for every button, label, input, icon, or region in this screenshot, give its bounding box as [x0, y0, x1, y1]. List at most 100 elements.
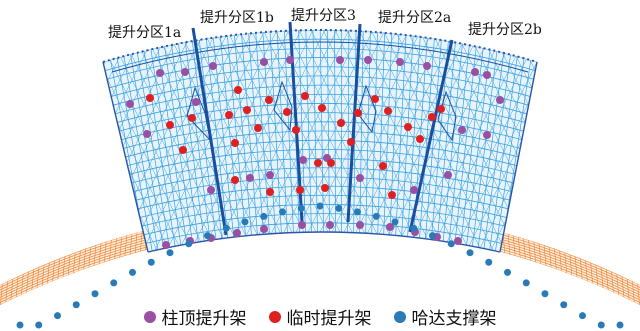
column-top-lift-marker [207, 186, 215, 194]
temporary-lift-marker [404, 123, 412, 131]
legend-label-harbour: 哈达支撑架 [411, 309, 497, 329]
column-top-lift-marker [299, 156, 307, 164]
harbour-support-marker [16, 321, 24, 329]
zone-label-1a: 提升分区1a [108, 25, 182, 41]
harbour-support-marker [110, 279, 118, 287]
zone-label-1b: 提升分区1b [200, 10, 274, 26]
temporary-lift-marker [292, 126, 300, 134]
column-top-lift-marker [396, 58, 404, 66]
harbour-support-marker [129, 268, 136, 276]
harbour-support-marker [429, 232, 436, 240]
harbour-support-marker [354, 208, 361, 216]
temporary-lift-marker [347, 138, 355, 146]
legend-dot-column_top [143, 310, 156, 323]
temporary-lift-marker [301, 92, 309, 100]
column-top-lift-marker [298, 221, 306, 229]
column-top-lift-marker [483, 71, 491, 79]
legend-dot-temporary [268, 310, 281, 323]
temporary-lift-marker [354, 109, 362, 117]
harbour-support-marker [504, 268, 511, 276]
legend-item-harbour: 哈达支撑架 [393, 304, 497, 329]
column-top-lift-marker [423, 62, 431, 70]
temporary-lift-marker [416, 135, 424, 143]
harbour-support-marker [166, 249, 174, 257]
temporary-lift-marker [384, 107, 392, 115]
column-top-lift-marker [356, 174, 364, 182]
column-top-lift-marker [286, 56, 294, 64]
temporary-lift-marker [231, 176, 239, 184]
harbour-support-marker [279, 208, 286, 216]
harbour-support-marker [522, 279, 530, 287]
temporary-lift-marker [437, 105, 445, 113]
harbour-support-marker [541, 290, 549, 298]
column-top-lift-marker [364, 56, 372, 64]
temporary-lift-marker [428, 113, 436, 121]
column-top-lift-marker [356, 221, 364, 229]
harbour-support-marker [560, 301, 568, 309]
temporary-lift-marker [231, 139, 239, 147]
column-top-lift-marker [410, 186, 418, 194]
temporary-lift-marker [327, 159, 335, 167]
temporary-lift-marker [265, 96, 273, 104]
harbour-support-marker [597, 321, 605, 329]
roof-grid-mesh [103, 30, 537, 252]
harbour-support-marker [485, 258, 493, 266]
column-top-lift-marker [143, 130, 151, 138]
legend-label-column_top: 柱顶提升架 [161, 309, 247, 329]
column-top-lift-marker [260, 225, 268, 233]
zone-label-2a: 提升分区2a [378, 10, 452, 26]
harbour-support-marker [316, 202, 324, 210]
zone-label-3: 提升分区3 [291, 8, 356, 24]
harbour-support-marker [260, 212, 268, 220]
temporary-lift-marker [188, 114, 196, 122]
column-top-lift-marker [336, 56, 344, 64]
harbour-support-marker [410, 224, 418, 232]
temporary-lift-marker [337, 119, 345, 127]
temporary-lift-marker [254, 124, 262, 132]
temporary-lift-marker [179, 146, 187, 154]
legend-item-column_top: 柱顶提升架 [143, 304, 247, 329]
column-top-lift-marker [483, 131, 491, 139]
temporary-lift-marker [234, 86, 242, 94]
zone-label-2b: 提升分区2b [468, 22, 542, 38]
column-top-lift-marker [181, 68, 189, 76]
temporary-lift-marker [296, 186, 304, 194]
harbour-support-marker [616, 321, 624, 329]
harbour-support-marker [335, 204, 343, 212]
column-top-lift-marker [386, 223, 394, 231]
temporary-lift-marker [371, 95, 379, 103]
temporary-lift-marker [146, 94, 154, 102]
column-top-lift-marker [162, 241, 170, 249]
column-top-lift-marker [266, 171, 274, 179]
temporary-lift-marker [379, 162, 387, 170]
column-top-lift-marker [471, 68, 479, 76]
harbour-support-marker [54, 312, 61, 320]
harbour-support-marker [391, 218, 399, 226]
temporary-lift-marker [321, 184, 329, 192]
zone-dividers [186, 21, 457, 236]
column-top-lift-marker [326, 221, 334, 229]
column-top-lift-marker [192, 98, 200, 106]
column-top-lift-marker [156, 69, 164, 77]
harbour-support-marker [147, 258, 155, 266]
column-top-lift-marker [246, 174, 254, 182]
harbour-support-marker [372, 212, 380, 220]
column-top-lift-marker [454, 237, 462, 245]
temporary-lift-marker [388, 191, 396, 199]
harbour-support-marker [241, 218, 249, 226]
column-top-lift-marker [126, 100, 134, 108]
temporary-lift-marker [266, 188, 274, 196]
temporary-lift-marker [225, 111, 233, 119]
harbour-support-marker [185, 240, 193, 248]
column-top-lift-marker [233, 229, 241, 237]
temporary-lift-marker [243, 106, 251, 114]
harbour-support-marker [447, 240, 455, 248]
harbour-support-marker [72, 301, 80, 309]
harbour-support-marker [466, 249, 474, 257]
column-top-lift-marker [496, 96, 504, 104]
column-top-lift-marker [444, 171, 452, 179]
harbour-support-marker [35, 321, 43, 329]
temporary-lift-marker [318, 104, 326, 112]
legend-dot-harbour [393, 310, 406, 323]
